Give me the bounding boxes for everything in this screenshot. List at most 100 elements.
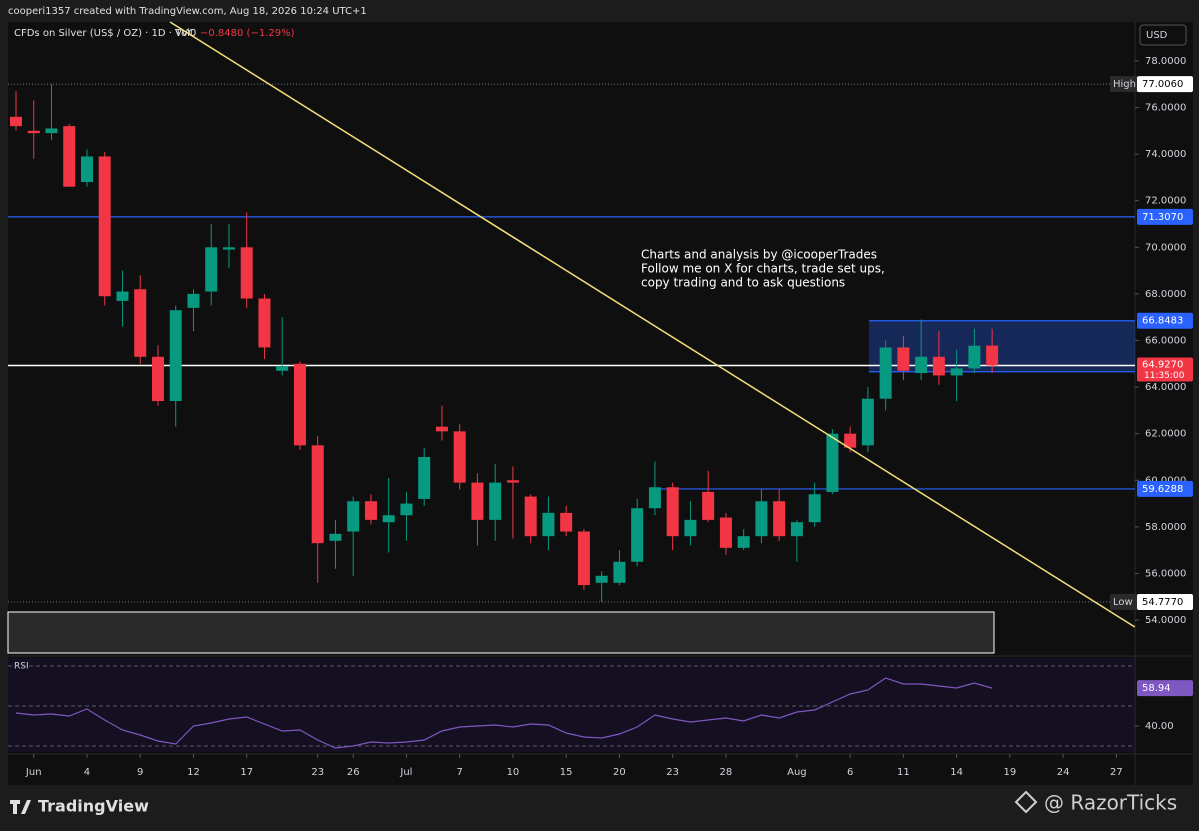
annotation: Follow me on X for charts, trade set ups…: [641, 262, 885, 276]
candle-body: [755, 501, 768, 537]
watermark: @ RazorTicks: [1044, 791, 1177, 815]
candle-body: [560, 512, 573, 532]
x-tick-label: 7: [456, 767, 462, 778]
x-tick-label: 14: [950, 767, 963, 778]
candle-body: [222, 247, 235, 250]
candle-body: [666, 487, 679, 537]
trendline: [169, 21, 1136, 628]
candle-body: [45, 128, 58, 134]
candle-body: [773, 501, 786, 537]
candle-body: [808, 494, 821, 523]
currency-button[interactable]: [1139, 24, 1187, 46]
level-label: 59.6288: [1142, 484, 1183, 495]
extreme-name: High: [1113, 79, 1136, 90]
candle-body: [844, 433, 857, 448]
currency-label[interactable]: USD: [1146, 30, 1168, 41]
y-tick-label: 60.0000: [1145, 475, 1186, 486]
zone: [868, 320, 1135, 372]
rsi-background: [8, 658, 1135, 752]
candle-body: [311, 445, 324, 544]
x-tick-label: 27: [1110, 767, 1123, 778]
x-tick-label: Jul: [399, 767, 412, 778]
brand-logo: TradingView: [10, 797, 149, 816]
rsi-title: RSI: [14, 662, 29, 672]
candle-body: [293, 363, 306, 446]
candle-body: [897, 347, 910, 371]
candle-body: [134, 289, 147, 357]
y-tick-label: 74.0000: [1145, 149, 1186, 160]
author-line: cooperi1357 created with TradingView.com…: [8, 6, 367, 17]
candle-body: [418, 456, 431, 499]
candle-body: [435, 426, 448, 432]
x-tick-label: 10: [507, 767, 520, 778]
candle-body: [737, 536, 750, 548]
x-tick-label: 9: [137, 767, 143, 778]
countdown: 11:35:00: [1144, 371, 1185, 381]
x-tick-label: 23: [311, 767, 324, 778]
x-tick-label: 28: [720, 767, 733, 778]
candle-body: [826, 433, 839, 492]
x-tick-label: 12: [187, 767, 200, 778]
x-tick-label: 26: [347, 767, 360, 778]
candle-body: [702, 491, 715, 520]
candle-body: [790, 522, 803, 537]
candle-body: [151, 356, 164, 402]
candle-body: [506, 480, 519, 483]
candle-body: [27, 130, 40, 134]
y-tick-label: 64.0000: [1145, 382, 1186, 393]
candle-body: [631, 508, 644, 562]
candle-body: [276, 366, 289, 371]
x-tick-label: 20: [613, 767, 626, 778]
y-tick-label: 62.0000: [1145, 429, 1186, 440]
extreme-value: 77.0060: [1142, 79, 1183, 90]
y-tick-label: 54.0000: [1145, 615, 1186, 626]
x-tick-label: 24: [1057, 767, 1070, 778]
symbol-title: CFDs on Silver (US$ / OZ) · 1D · TVC: [14, 28, 195, 39]
candle-body: [364, 501, 377, 520]
y-tick-label: 76.0000: [1145, 103, 1186, 114]
x-tick-label: 23: [666, 767, 679, 778]
candle-body: [347, 501, 360, 532]
candle-body: [382, 515, 395, 523]
y-tick-label: 72.0000: [1145, 196, 1186, 207]
candle-body: [258, 298, 271, 348]
last-price-label: 64.9270: [1142, 359, 1183, 370]
rsi-last-label: 58.94: [1142, 683, 1171, 694]
level-label-bg: [1137, 208, 1193, 225]
level-label: 66.8483: [1142, 316, 1183, 327]
extreme-name-bg: [1110, 76, 1137, 93]
chart-background: [8, 22, 1193, 785]
candle-body: [950, 368, 963, 376]
brand-icon: [10, 800, 31, 814]
candle-body: [471, 482, 484, 520]
extreme-name-bg: [1110, 593, 1137, 610]
volume-label: Vol0: [175, 28, 196, 39]
candle-body: [116, 291, 129, 301]
y-tick-label: 68.0000: [1145, 289, 1186, 300]
candle-body: [915, 356, 928, 374]
y-tick-label: 78.0000: [1145, 56, 1186, 67]
y-tick-label: 66.0000: [1145, 335, 1186, 346]
last-price-bg: [1137, 357, 1193, 382]
candle-body: [400, 503, 413, 516]
level-label-bg: [1137, 312, 1193, 329]
x-tick-label: 11: [897, 767, 910, 778]
candle-body: [80, 156, 93, 183]
candle-body: [986, 345, 999, 366]
candle-body: [648, 487, 661, 509]
x-tick-label: 15: [560, 767, 573, 778]
candle-body: [489, 482, 502, 520]
x-tick-label: Aug: [787, 767, 807, 778]
level-label: 71.3070: [1142, 212, 1183, 223]
candle-body: [542, 512, 555, 537]
x-tick-label: 17: [240, 767, 253, 778]
candle-body: [169, 310, 182, 402]
candle-body: [684, 519, 697, 537]
extreme-value-bg: [1137, 76, 1193, 93]
candle-body: [205, 247, 218, 292]
brand-text: TradingView: [38, 797, 149, 816]
candle-body: [932, 356, 945, 376]
watermark-icon: [1014, 790, 1038, 814]
